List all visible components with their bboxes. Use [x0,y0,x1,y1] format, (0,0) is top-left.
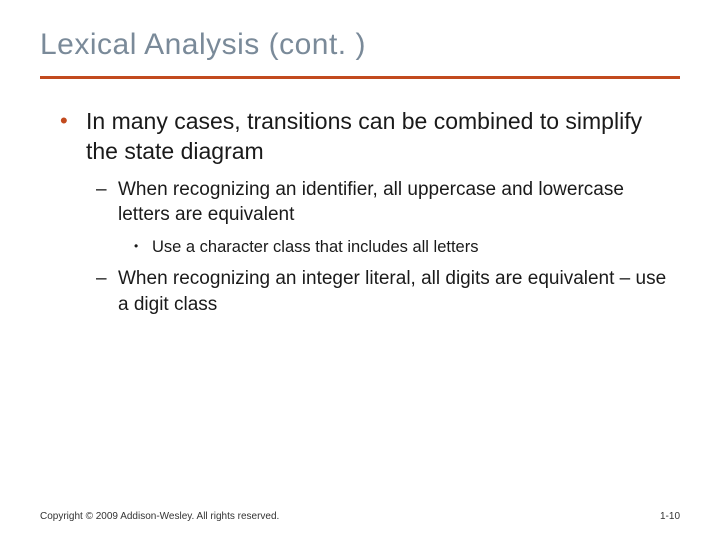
bullet-text: When recognizing an identifier, all uppe… [118,179,624,226]
slide: Lexical Analysis (cont. ) In many cases,… [0,0,720,540]
list-item: In many cases, transitions can be combin… [60,107,680,318]
bullet-text: When recognizing an integer literal, all… [118,268,666,315]
bullet-list-lvl2: When recognizing an identifier, all uppe… [86,177,680,318]
bullet-list-lvl1: In many cases, transitions can be combin… [40,107,680,318]
list-item: When recognizing an identifier, all uppe… [96,177,680,259]
list-item: Use a character class that includes all … [134,236,680,258]
bullet-text: Use a character class that includes all … [152,238,478,256]
title-rule [40,76,680,79]
bullet-list-lvl3: Use a character class that includes all … [118,236,680,258]
list-item: When recognizing an integer literal, all… [96,266,680,317]
footer: Copyright © 2009 Addison-Wesley. All rig… [40,511,680,522]
page-number: 1-10 [660,511,680,522]
copyright-text: Copyright © 2009 Addison-Wesley. All rig… [40,511,279,522]
bullet-text: In many cases, transitions can be combin… [86,108,642,164]
slide-title: Lexical Analysis (cont. ) [40,28,680,62]
